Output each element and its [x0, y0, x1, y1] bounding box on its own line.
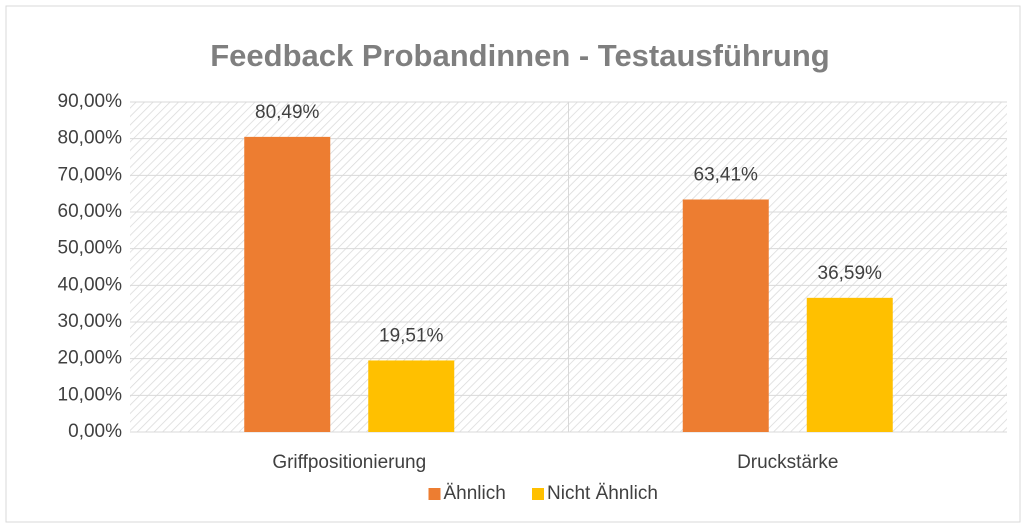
legend-swatch: [532, 488, 544, 500]
data-label: 80,49%: [255, 102, 320, 123]
x-tick-label: Griffpositionierung: [272, 452, 426, 473]
y-tick-label: 90,00%: [58, 91, 123, 112]
data-label: 63,41%: [694, 165, 759, 186]
y-tick-label: 0,00%: [68, 421, 122, 442]
x-tick-label: Druckstärke: [737, 452, 838, 473]
y-tick-label: 20,00%: [58, 348, 123, 369]
bar: [244, 136, 331, 432]
legend-label: Nicht Ähnlich: [547, 483, 658, 504]
y-tick-label: 50,00%: [58, 238, 123, 259]
y-tick-label: 70,00%: [58, 164, 123, 185]
y-tick-label: 30,00%: [58, 311, 123, 332]
data-label: 36,59%: [818, 263, 883, 284]
chart-title: Feedback Probandinnen - Testausführung: [210, 38, 830, 73]
bar: [806, 297, 893, 432]
data-label: 19,51%: [379, 325, 444, 346]
bar: [368, 360, 455, 432]
y-tick-label: 60,00%: [58, 201, 123, 222]
y-tick-label: 10,00%: [58, 384, 123, 405]
bar: [682, 199, 769, 432]
legend-swatch: [428, 488, 441, 500]
y-tick-label: 40,00%: [58, 274, 123, 295]
legend-label: Ähnlich: [444, 483, 506, 504]
y-tick-label: 80,00%: [58, 128, 123, 149]
